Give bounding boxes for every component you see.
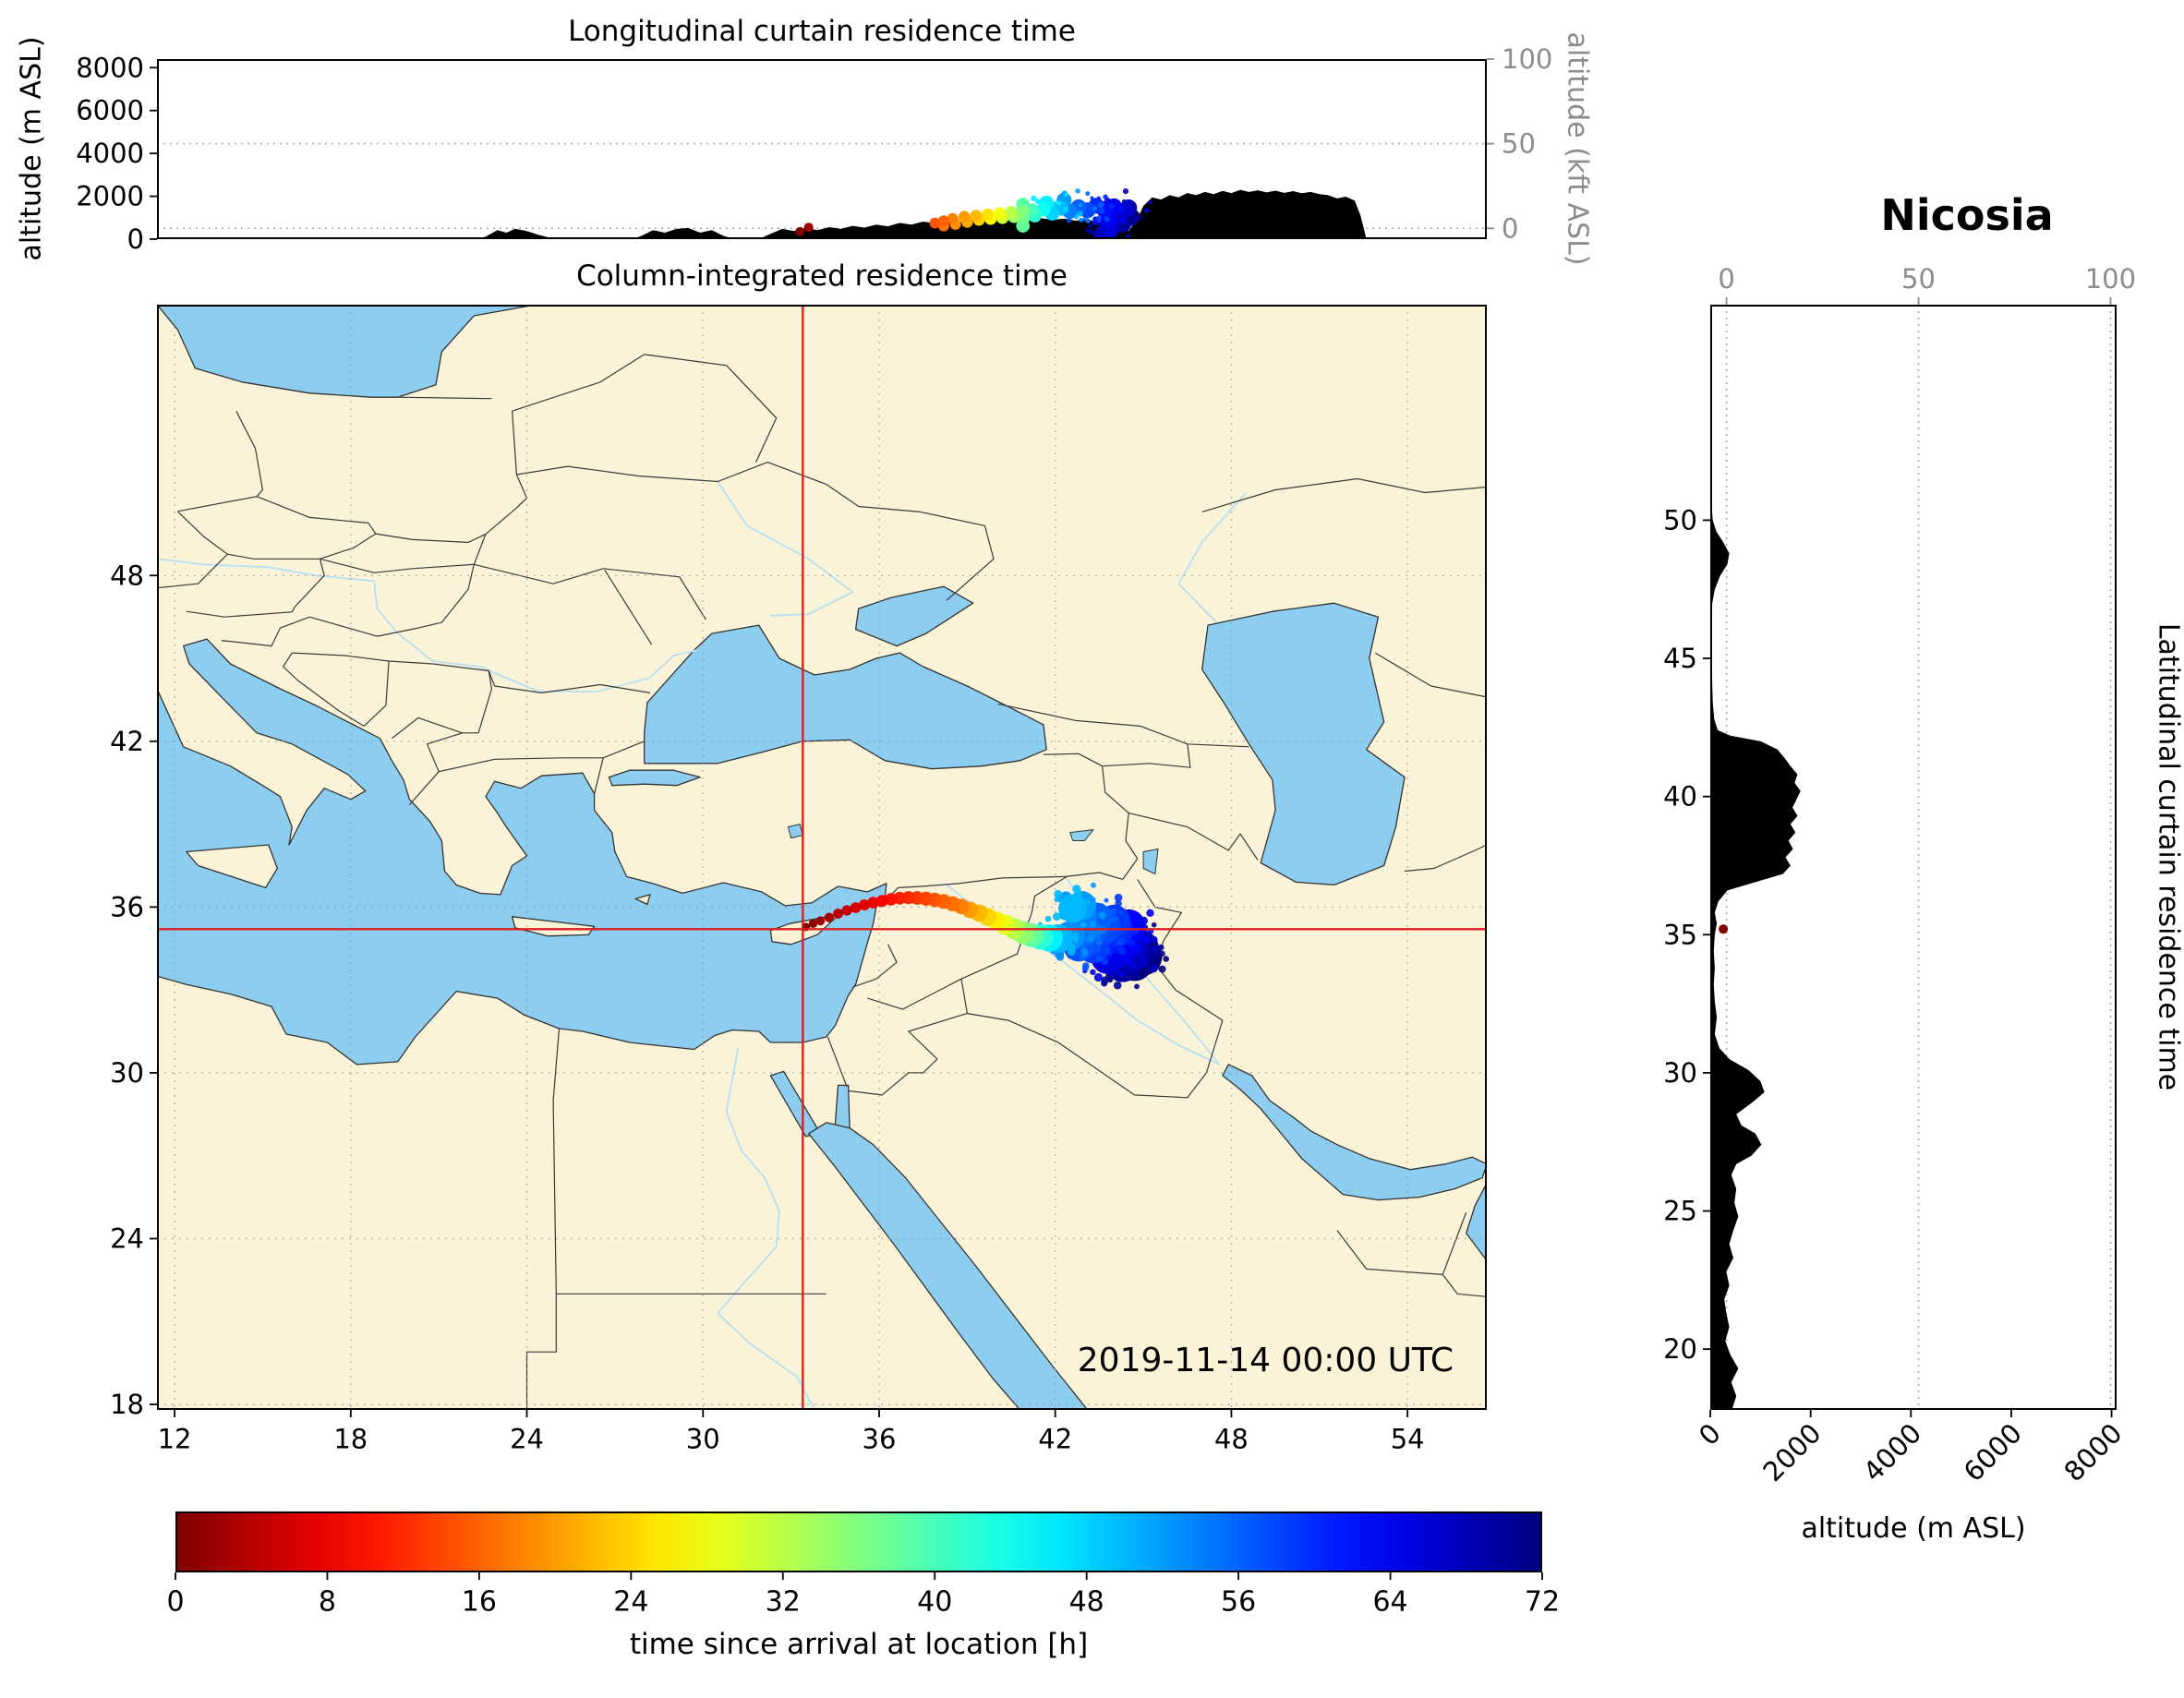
terrain-silhouette <box>157 189 1487 239</box>
sea-polygons <box>157 305 1487 1410</box>
colorbar-label: time since arrival at location [h] <box>629 1628 1089 1661</box>
tick-label: 36 <box>110 891 144 922</box>
tick-label: 36 <box>863 1424 897 1455</box>
tick-label: 0 <box>166 1586 184 1619</box>
tick-label: 48 <box>110 560 144 591</box>
top-panel-ylabel-right: altitude (kft ASL) <box>1561 31 1594 266</box>
tick-label: 48 <box>1069 1586 1104 1619</box>
map-panel <box>157 305 1487 1410</box>
terrain-silhouette <box>1710 305 1801 1410</box>
curtain-plume <box>929 188 1153 239</box>
tick-label: 40 <box>1663 781 1697 813</box>
tick-label: 0 <box>1718 263 1734 295</box>
tick-label: 50 <box>1663 504 1697 536</box>
latitudinal-curtain-panel <box>1710 305 2117 1410</box>
tick-label: 30 <box>686 1424 720 1455</box>
tick-label: 2000 <box>76 181 144 212</box>
station-title: Nicosia <box>1880 190 2054 240</box>
receptor-marks <box>1719 924 1729 934</box>
tick-label: 40 <box>917 1586 952 1619</box>
right-panel-ylabel: Latitudinal curtain residence time <box>2152 622 2184 1091</box>
tick-label: 50 <box>1502 128 1536 160</box>
right-panel-xlabel: altitude (m ASL) <box>1801 1512 2026 1545</box>
tick-label: 30 <box>110 1057 144 1089</box>
panel-frame <box>157 59 1487 239</box>
colorbar <box>175 1511 1542 1572</box>
tick-label: 0 <box>1502 212 1518 244</box>
tick-label: 0 <box>1693 1417 1727 1451</box>
tick-label: 18 <box>110 1389 144 1420</box>
tick-label: 4000 <box>1857 1417 1927 1487</box>
top-panel-ylabel-left: altitude (m ASL) <box>15 36 48 261</box>
longitudinal-curtain-panel <box>157 59 1487 239</box>
map-title: Column-integrated residence time <box>576 259 1068 293</box>
tick-label: 72 <box>1525 1586 1560 1619</box>
tick-label: 35 <box>1663 919 1697 950</box>
tick-label: 6000 <box>76 95 144 126</box>
tick-label: 4000 <box>76 138 144 169</box>
tick-label: 6000 <box>1958 1417 2028 1487</box>
tick-label: 100 <box>2085 263 2136 295</box>
kft-gridlines <box>157 59 1487 230</box>
tick-label: 8000 <box>76 52 144 83</box>
tick-label: 20 <box>1663 1333 1697 1365</box>
tick-label: 8 <box>319 1586 336 1619</box>
receptor-marks <box>795 223 814 236</box>
tick-label: 48 <box>1214 1424 1249 1455</box>
tick-label: 42 <box>110 726 144 757</box>
tick-label: 54 <box>1391 1424 1425 1455</box>
tick-label: 25 <box>1663 1196 1697 1227</box>
tick-label: 12 <box>158 1424 192 1455</box>
timestamp: 2019-11-14 00:00 UTC <box>1077 1342 1454 1379</box>
tick-label: 16 <box>462 1586 497 1619</box>
tick-label: 8000 <box>2057 1417 2128 1487</box>
tick-label: 64 <box>1372 1586 1407 1619</box>
country-borders <box>157 354 1487 1410</box>
tick-label: 50 <box>1901 263 1936 295</box>
tick-label: 24 <box>613 1586 648 1619</box>
longitudinal-curtain-title: Longitudinal curtain residence time <box>568 15 1076 48</box>
tick-label: 2000 <box>1756 1417 1827 1487</box>
tick-label: 24 <box>510 1424 544 1455</box>
tick-label: 18 <box>333 1424 368 1455</box>
tick-label: 24 <box>110 1222 144 1254</box>
tick-label: 45 <box>1663 643 1697 674</box>
tick-label: 0 <box>127 223 144 255</box>
tick-label: 32 <box>766 1586 801 1619</box>
tick-label: 100 <box>1502 43 1552 75</box>
receptor-crosshair <box>157 305 1487 1410</box>
map-graticule <box>157 305 1487 1410</box>
tick-label: 42 <box>1038 1424 1072 1455</box>
tick-label: 30 <box>1663 1057 1697 1089</box>
tick-label: 56 <box>1221 1586 1256 1619</box>
panel-frame <box>1710 305 2117 1410</box>
map-frame <box>157 305 1487 1410</box>
